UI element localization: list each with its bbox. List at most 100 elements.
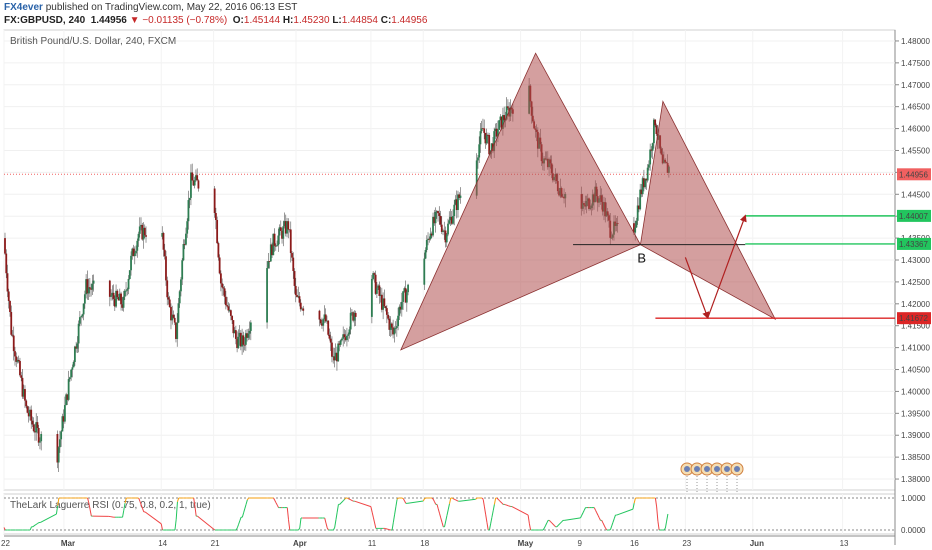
- candle-down: [224, 296, 227, 306]
- candle-down: [15, 356, 18, 362]
- laguerre-rsi-segment: [124, 497, 127, 504]
- candle-up: [73, 346, 76, 363]
- candle-up: [244, 333, 247, 345]
- candle-down: [183, 244, 186, 245]
- candle-up: [57, 447, 60, 463]
- candle-down: [450, 216, 453, 224]
- candle-up: [432, 216, 434, 236]
- candle-down: [163, 249, 166, 257]
- candle-down: [221, 283, 224, 288]
- candle-up: [267, 261, 270, 269]
- candle-up: [80, 316, 83, 318]
- laguerre-rsi-segment: [87, 497, 90, 504]
- candle-up: [72, 362, 75, 368]
- candle-up: [400, 301, 403, 310]
- candle-up: [278, 227, 281, 236]
- candle-up: [370, 278, 373, 317]
- laguerre-rsi-segment: [340, 501, 343, 504]
- candle-up: [339, 340, 342, 345]
- author-link[interactable]: FX4ever: [4, 2, 43, 13]
- pattern-point-label: B: [637, 251, 646, 266]
- laguerre-rsi-segment: [197, 515, 214, 530]
- candle-up: [266, 268, 268, 323]
- candle-down: [19, 361, 21, 376]
- candle-down: [192, 180, 195, 186]
- candle-up: [301, 308, 303, 310]
- y-tick-label: 1.47000: [901, 81, 930, 90]
- candle-down: [196, 175, 199, 181]
- candle-up: [128, 270, 131, 279]
- laguerre-rsi-segment: [542, 527, 545, 531]
- candle-up: [127, 278, 130, 290]
- candle-up: [140, 224, 142, 227]
- y-tick-label: 1.41000: [901, 344, 930, 353]
- laguerre-rsi-segment: [348, 498, 350, 500]
- candle-down: [638, 205, 640, 210]
- laguerre-rsi-segment: [557, 523, 560, 526]
- candle-down: [223, 288, 226, 297]
- candle-down: [218, 257, 221, 274]
- candle-down: [37, 427, 40, 443]
- laguerre-rsi-segment: [332, 527, 336, 531]
- candle-up: [497, 129, 499, 137]
- laguerre-rsi-segment: [475, 497, 478, 500]
- candle-up: [237, 336, 240, 349]
- candle-down: [141, 224, 144, 240]
- candle-up: [449, 216, 452, 221]
- candle-up: [85, 279, 88, 295]
- laguerre-rsi-segment: [593, 507, 596, 511]
- candle-up: [63, 405, 66, 422]
- candle-up: [110, 295, 112, 297]
- candle-up: [131, 248, 134, 256]
- open-value: 1.45144: [243, 15, 281, 26]
- candle-down: [383, 298, 386, 307]
- laguerre-rsi-segment: [139, 501, 142, 506]
- laguerre-rsi-segment: [500, 501, 503, 504]
- candle-down: [232, 320, 235, 334]
- candle-down: [654, 119, 657, 126]
- candle-down: [299, 302, 302, 310]
- candle-up: [91, 283, 94, 290]
- publish-info: published on TradingView.com, May 22, 20…: [42, 2, 298, 13]
- candle-up: [130, 255, 132, 271]
- candle-up: [138, 226, 141, 234]
- event-marker-flag: [724, 466, 730, 472]
- candle-down: [324, 314, 327, 322]
- laguerre-rsi-segment: [395, 499, 398, 508]
- event-marker-flag: [684, 466, 690, 472]
- laguerre-rsi-segment: [349, 498, 352, 501]
- publish-line: FX4ever published on TradingView.com, Ma…: [4, 2, 297, 13]
- candle-down: [14, 351, 16, 357]
- laguerre-rsi-segment: [654, 497, 658, 508]
- price-label-bg: [897, 168, 931, 181]
- laguerre-rsi-segment: [444, 520, 447, 527]
- laguerre-rsi-segment: [244, 504, 247, 509]
- candle-down: [11, 334, 14, 336]
- candle-down: [4, 238, 6, 254]
- candle-up: [351, 312, 353, 314]
- y-tick-label: 1.38000: [901, 475, 930, 484]
- candle-down: [328, 334, 331, 339]
- laguerre-rsi-segment: [496, 497, 499, 500]
- y-tick-label: 1.39000: [901, 431, 930, 440]
- candle-down: [404, 288, 407, 303]
- candle-down: [90, 288, 93, 290]
- candle-up: [434, 212, 437, 224]
- candle-up: [277, 235, 280, 246]
- candle-up: [407, 284, 409, 293]
- laguerre-rsi-segment: [446, 509, 449, 516]
- laguerre-rsi-segment: [334, 519, 337, 528]
- laguerre-rsi-segment: [437, 508, 440, 514]
- laguerre-rsi-segment: [633, 497, 636, 504]
- candle-down: [455, 199, 458, 211]
- projection-arrow: [707, 214, 747, 319]
- candle-down: [444, 230, 447, 243]
- laguerre-rsi-segment: [326, 527, 329, 531]
- laguerre-rsi-segment: [392, 514, 396, 523]
- laguerre-rsi-segment: [123, 503, 126, 511]
- laguerre-rsi-segment: [235, 527, 238, 531]
- candle-up: [241, 335, 244, 347]
- y-tick-label: 1.46500: [901, 103, 930, 112]
- laguerre-rsi-segment: [511, 506, 529, 516]
